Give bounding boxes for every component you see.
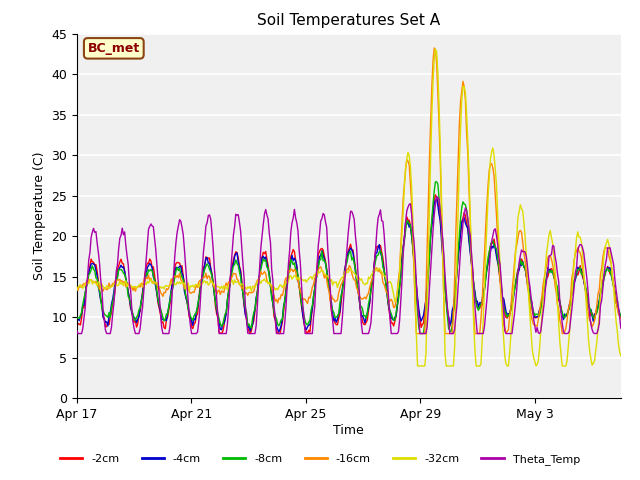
-16cm (358, 296, 366, 302)
Theta_Temp (340, 282, 348, 288)
-4cm (360, 316, 367, 322)
-2cm (431, 192, 439, 198)
Title: Soil Temperatures Set A: Soil Temperatures Set A (257, 13, 440, 28)
Theta_Temp (433, 193, 440, 199)
-8cm (617, 315, 625, 321)
Text: BC_met: BC_met (88, 42, 140, 55)
Line: Theta_Temp: Theta_Temp (77, 196, 621, 334)
-2cm (73, 323, 81, 329)
Theta_Temp (73, 328, 81, 334)
-32cm (534, 358, 542, 363)
-8cm (416, 331, 424, 336)
-32cm (358, 279, 366, 285)
-4cm (562, 313, 570, 319)
Theta_Temp (617, 325, 625, 331)
-4cm (340, 268, 348, 274)
-4cm (617, 315, 625, 321)
-8cm (349, 254, 357, 260)
Line: -8cm: -8cm (77, 182, 621, 334)
-2cm (534, 314, 542, 320)
-32cm (617, 353, 625, 359)
-32cm (73, 288, 81, 293)
-32cm (413, 363, 421, 369)
-2cm (340, 266, 348, 272)
Line: -32cm: -32cm (77, 49, 621, 366)
-4cm (275, 329, 283, 335)
X-axis label: Time: Time (333, 424, 364, 437)
-16cm (340, 276, 348, 282)
Line: -2cm: -2cm (77, 195, 621, 334)
-16cm (413, 331, 420, 336)
-16cm (349, 275, 357, 280)
-4cm (350, 258, 358, 264)
-32cm (340, 274, 348, 280)
-32cm (312, 271, 320, 276)
-16cm (431, 45, 438, 51)
-4cm (313, 267, 321, 273)
-2cm (617, 313, 625, 319)
-4cm (73, 317, 81, 323)
Theta_Temp (562, 331, 570, 336)
-16cm (562, 326, 570, 332)
-16cm (617, 315, 625, 321)
Theta_Temp (350, 216, 358, 222)
-8cm (312, 276, 320, 282)
-8cm (73, 314, 81, 320)
Theta_Temp (360, 331, 367, 336)
-2cm (350, 256, 358, 262)
-16cm (73, 287, 81, 293)
-8cm (358, 306, 366, 312)
Y-axis label: Soil Temperature (C): Soil Temperature (C) (33, 152, 45, 280)
-2cm (313, 266, 321, 272)
-8cm (534, 311, 542, 317)
-16cm (312, 273, 320, 278)
Theta_Temp (534, 330, 542, 336)
-8cm (431, 179, 439, 185)
-2cm (360, 321, 367, 327)
-8cm (562, 312, 570, 317)
-16cm (534, 317, 542, 323)
-32cm (349, 269, 357, 275)
Line: -4cm: -4cm (77, 198, 621, 332)
Theta_Temp (313, 262, 321, 267)
-4cm (433, 195, 440, 201)
Theta_Temp (74, 331, 82, 336)
Legend: -2cm, -4cm, -8cm, -16cm, -32cm, Theta_Temp: -2cm, -4cm, -8cm, -16cm, -32cm, Theta_Te… (56, 450, 584, 469)
Line: -16cm: -16cm (77, 48, 621, 334)
-2cm (562, 312, 570, 318)
-32cm (431, 46, 439, 52)
-32cm (562, 363, 570, 369)
-2cm (218, 331, 225, 336)
-8cm (340, 280, 348, 286)
-4cm (534, 314, 542, 320)
